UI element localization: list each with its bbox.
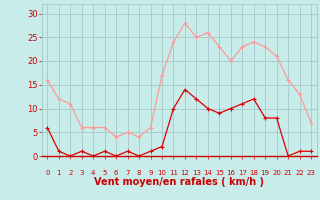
X-axis label: Vent moyen/en rafales ( km/h ): Vent moyen/en rafales ( km/h ) — [94, 177, 264, 187]
